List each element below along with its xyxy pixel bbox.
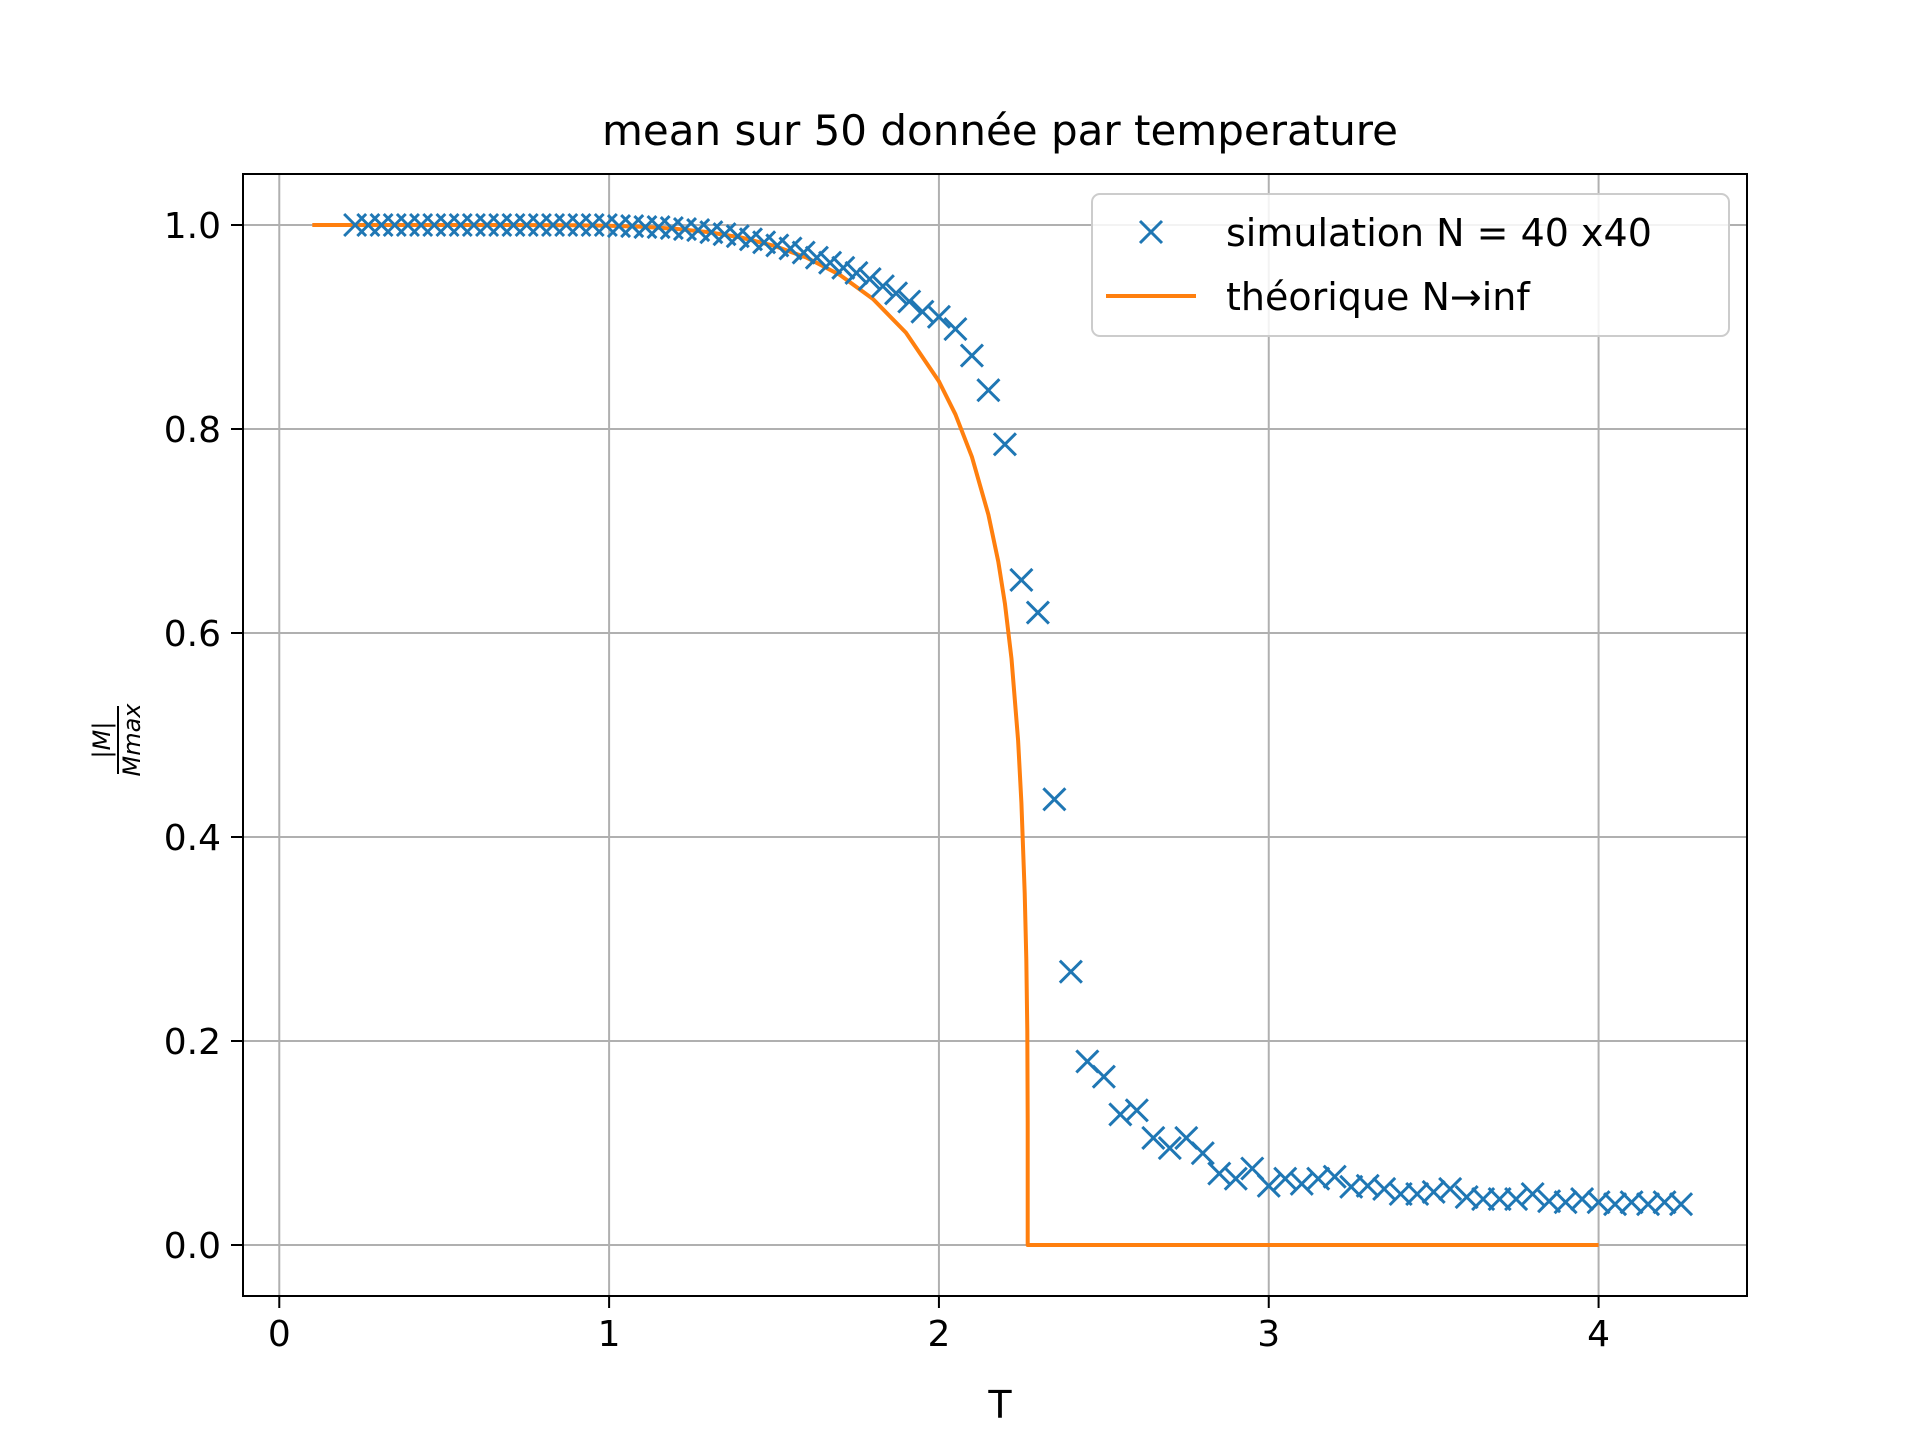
y-axis-label: |M| Mmax — [88, 703, 146, 777]
legend-x-marker — [1138, 219, 1164, 245]
y-tick-label: 1.0 — [164, 206, 221, 247]
x-tick-label: 3 — [1257, 1314, 1280, 1355]
simulation-point — [870, 274, 895, 299]
y-tick-label: 0.4 — [164, 818, 221, 859]
simulation-point — [1289, 1171, 1314, 1196]
plot-area — [312, 212, 1694, 1247]
simulation-point — [857, 266, 882, 292]
legend-box — [1091, 193, 1730, 337]
simulation-point — [1058, 959, 1083, 984]
simulation-point — [1273, 1166, 1298, 1191]
legend: simulation N = 40 x40 théorique N→inf — [1091, 193, 1730, 337]
simulation-point — [831, 255, 856, 280]
y-tick-label: 0.2 — [164, 1022, 221, 1063]
simulation-point — [1207, 1161, 1232, 1186]
simulation-point — [1108, 1102, 1133, 1127]
y-axis-label-denominator: Mmax — [118, 703, 146, 777]
y-tick-label: 0.6 — [164, 614, 221, 655]
simulation-point — [1520, 1181, 1545, 1207]
simulation-point — [959, 343, 984, 368]
simulation-point — [1009, 567, 1034, 593]
simulation-point — [1124, 1098, 1149, 1123]
simulation-point — [1042, 787, 1067, 812]
simulation-point — [791, 240, 816, 265]
simulation-point — [778, 236, 803, 261]
y-axis-label-numerator: |M| — [88, 722, 116, 759]
simulation-point — [976, 378, 1001, 403]
legend-label-theorique: théorique N→inf — [1226, 275, 1531, 319]
y-tick-label: 0.0 — [164, 1226, 221, 1267]
simulation-point — [943, 316, 968, 342]
x-tick-label: 1 — [598, 1314, 621, 1355]
simulation-point — [1322, 1164, 1347, 1189]
simulation-point — [992, 432, 1017, 457]
chart-title: mean sur 50 donnée par temperature — [602, 106, 1398, 155]
simulation-point — [844, 260, 869, 286]
simulation-point — [1223, 1166, 1248, 1191]
simulation-point — [897, 289, 922, 314]
simulation-point — [1372, 1176, 1397, 1201]
simulation-point — [883, 281, 909, 306]
simulation-point — [804, 245, 829, 270]
legend-label-simulation: simulation N = 40 x40 — [1226, 211, 1652, 255]
x-axis-label: T — [987, 1383, 1012, 1427]
axes-frame — [242, 173, 1748, 1297]
simulation-point — [1157, 1136, 1182, 1161]
simulation-point — [910, 299, 935, 324]
simulation-point — [818, 250, 843, 275]
simulation-point — [1438, 1176, 1463, 1201]
ticks: 0 1 2 3 4 0.0 0.2 0.4 0.6 0.8 1.0 — [164, 206, 1610, 1355]
simulation-point — [1190, 1141, 1215, 1166]
simulation-point — [926, 304, 951, 329]
x-tick-label: 0 — [268, 1314, 291, 1355]
x-tick-label: 4 — [1587, 1314, 1610, 1355]
simulation-point — [1504, 1187, 1529, 1212]
simulation-point — [1668, 1192, 1694, 1217]
y-tick-label: 0.8 — [164, 410, 221, 451]
x-tick-label: 2 — [927, 1314, 950, 1355]
simulation-point — [1141, 1125, 1166, 1150]
simulation-point — [1025, 600, 1050, 625]
simulation-point — [1091, 1064, 1116, 1089]
simulation-point — [1256, 1173, 1281, 1198]
series-theorique-line — [312, 223, 1599, 1247]
legend-marker-simulation — [1138, 219, 1164, 245]
